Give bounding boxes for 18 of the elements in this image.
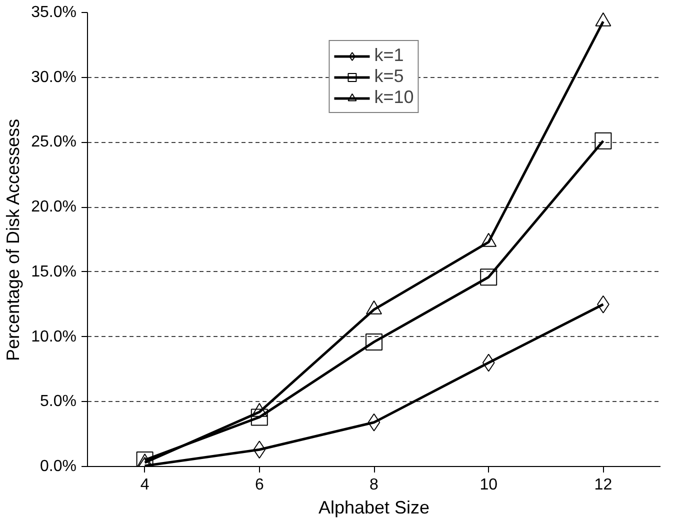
y-tick-label: 10.0% <box>31 328 77 346</box>
y-tick-label: 30.0% <box>31 68 77 86</box>
y-tick-label: 35.0% <box>31 4 77 21</box>
y-tick-label: 5.0% <box>40 393 76 410</box>
y-axis-title: Percentage of Disk Accessess <box>3 118 24 362</box>
x-tick-label: 8 <box>370 476 379 494</box>
y-tick-label: 15.0% <box>31 263 77 280</box>
y-tick-label: 0.0% <box>40 458 76 475</box>
y-tick-label: 25.0% <box>31 134 77 151</box>
y-tick-label: 20.0% <box>31 198 77 216</box>
x-tick-label: 10 <box>480 476 498 494</box>
x-tick-label: 4 <box>140 476 150 494</box>
legend-label: k=5 <box>374 66 404 87</box>
x-tick-label: 12 <box>594 476 612 494</box>
legend-label: k=10 <box>374 87 414 108</box>
legend-label: k=1 <box>374 45 404 66</box>
x-tick-label: 6 <box>254 476 264 494</box>
x-axis-title: Alphabet Size <box>318 498 430 518</box>
